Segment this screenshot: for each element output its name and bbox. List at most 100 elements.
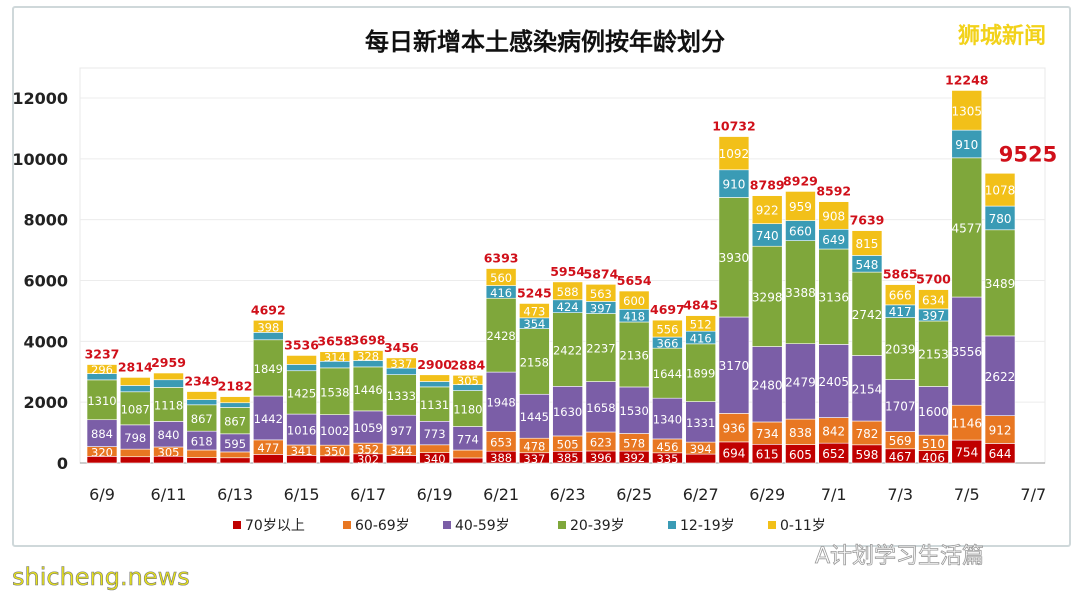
bar-segment [419, 444, 450, 453]
data-label: 615 [756, 448, 779, 462]
data-label: 417 [889, 305, 912, 319]
x-tick-label: 6/15 [284, 485, 320, 504]
data-label: 908 [822, 209, 845, 223]
data-label: 660 [789, 225, 812, 239]
legend-label: 12-19岁 [680, 518, 735, 534]
bar-segment [585, 284, 617, 302]
data-label: 595 [224, 437, 246, 451]
bar-segment [452, 390, 484, 427]
x-tick-label: 7/1 [821, 485, 847, 504]
data-label: 3298 [752, 290, 783, 304]
bar-segment [851, 271, 883, 356]
data-label: 2136 [620, 348, 649, 362]
data-label: 1849 [254, 362, 283, 376]
bar-segment [884, 284, 916, 306]
data-label: 510 [922, 437, 945, 451]
y-tick-label: 0 [57, 454, 68, 473]
bar-segment [519, 303, 550, 319]
legend-swatch [558, 521, 566, 529]
x-tick-label: 7/3 [887, 485, 913, 504]
bar-segment [984, 172, 1016, 207]
bar-segment [352, 350, 384, 361]
bar-segment [485, 371, 517, 432]
bar-segment [485, 297, 517, 373]
total-label: 5654 [617, 273, 652, 288]
data-label: 1658 [586, 401, 615, 415]
data-label: 734 [756, 427, 779, 441]
data-label: 1340 [653, 413, 682, 427]
data-label: 563 [590, 287, 612, 301]
bar-segment [419, 374, 450, 382]
bar-segment [253, 319, 284, 333]
total-label: 7639 [850, 213, 885, 228]
bar-segment [186, 457, 218, 464]
bar-segment [718, 169, 750, 198]
total-label: 8929 [783, 173, 818, 188]
watermark-top-right: 狮城新闻 [958, 24, 1047, 49]
total-label: 2884 [450, 357, 485, 372]
data-label: 2480 [752, 378, 783, 392]
bar-segment [785, 191, 816, 221]
bar-segment [951, 296, 983, 406]
bar-segment [918, 320, 949, 387]
total-label: 4692 [251, 302, 286, 317]
data-label: 2428 [486, 329, 515, 343]
bar-segment [219, 451, 251, 459]
data-label: 1630 [553, 405, 582, 419]
bar-segment [685, 315, 716, 332]
data-label: 1146 [951, 417, 982, 431]
bar-segment [119, 385, 151, 393]
bar-segment [652, 347, 683, 399]
legend-swatch [768, 521, 776, 529]
data-label: 652 [822, 447, 845, 461]
data-label: 1016 [287, 424, 316, 438]
total-label: 5954 [550, 264, 585, 279]
bar-segment [86, 364, 118, 374]
data-label: 505 [557, 438, 579, 452]
data-label: 352 [357, 442, 379, 456]
data-label: 588 [557, 285, 579, 299]
bar-segment [319, 367, 351, 415]
data-label: 910 [722, 178, 745, 192]
bar-segment [119, 456, 151, 464]
bar-segment [785, 240, 816, 345]
data-label: 977 [390, 424, 412, 438]
data-label: 1131 [420, 398, 449, 412]
data-label: 392 [623, 451, 645, 465]
data-label: 1059 [353, 421, 382, 435]
bar-segment [918, 289, 949, 310]
data-label: 388 [490, 451, 512, 465]
data-label: 1092 [719, 147, 750, 161]
data-label: 1425 [287, 386, 316, 400]
data-label: 406 [922, 451, 945, 465]
x-tick-label: 6/27 [683, 485, 719, 504]
data-label: 335 [656, 452, 678, 466]
data-label: 2153 [918, 348, 949, 362]
data-label: 385 [557, 451, 579, 465]
bar-segment [984, 415, 1016, 444]
bar-segment [818, 248, 850, 345]
data-label: 666 [889, 289, 912, 303]
total-label: 3237 [85, 347, 120, 362]
data-label: 1948 [486, 396, 515, 410]
bar-segment [419, 386, 450, 422]
bar-segment [452, 449, 484, 459]
bar-segment [286, 364, 317, 372]
data-label: 1600 [918, 405, 949, 419]
bar-segment [286, 413, 317, 446]
data-label: 1180 [453, 403, 482, 417]
bar-segment [718, 136, 750, 171]
bar-segment [253, 395, 284, 441]
total-label: 3536 [284, 337, 319, 352]
bar-segment [785, 418, 816, 445]
data-label: 1310 [87, 394, 116, 408]
data-label: 320 [91, 445, 113, 459]
bar-segment [984, 335, 1016, 416]
x-tick-label: 7/5 [954, 485, 980, 504]
data-label: 694 [722, 446, 745, 460]
legend-label: 0-11岁 [780, 518, 826, 534]
legend-swatch [668, 521, 676, 529]
x-tick-label: 6/29 [749, 485, 785, 504]
data-label: 305 [457, 374, 479, 388]
bar-segment [552, 386, 583, 437]
